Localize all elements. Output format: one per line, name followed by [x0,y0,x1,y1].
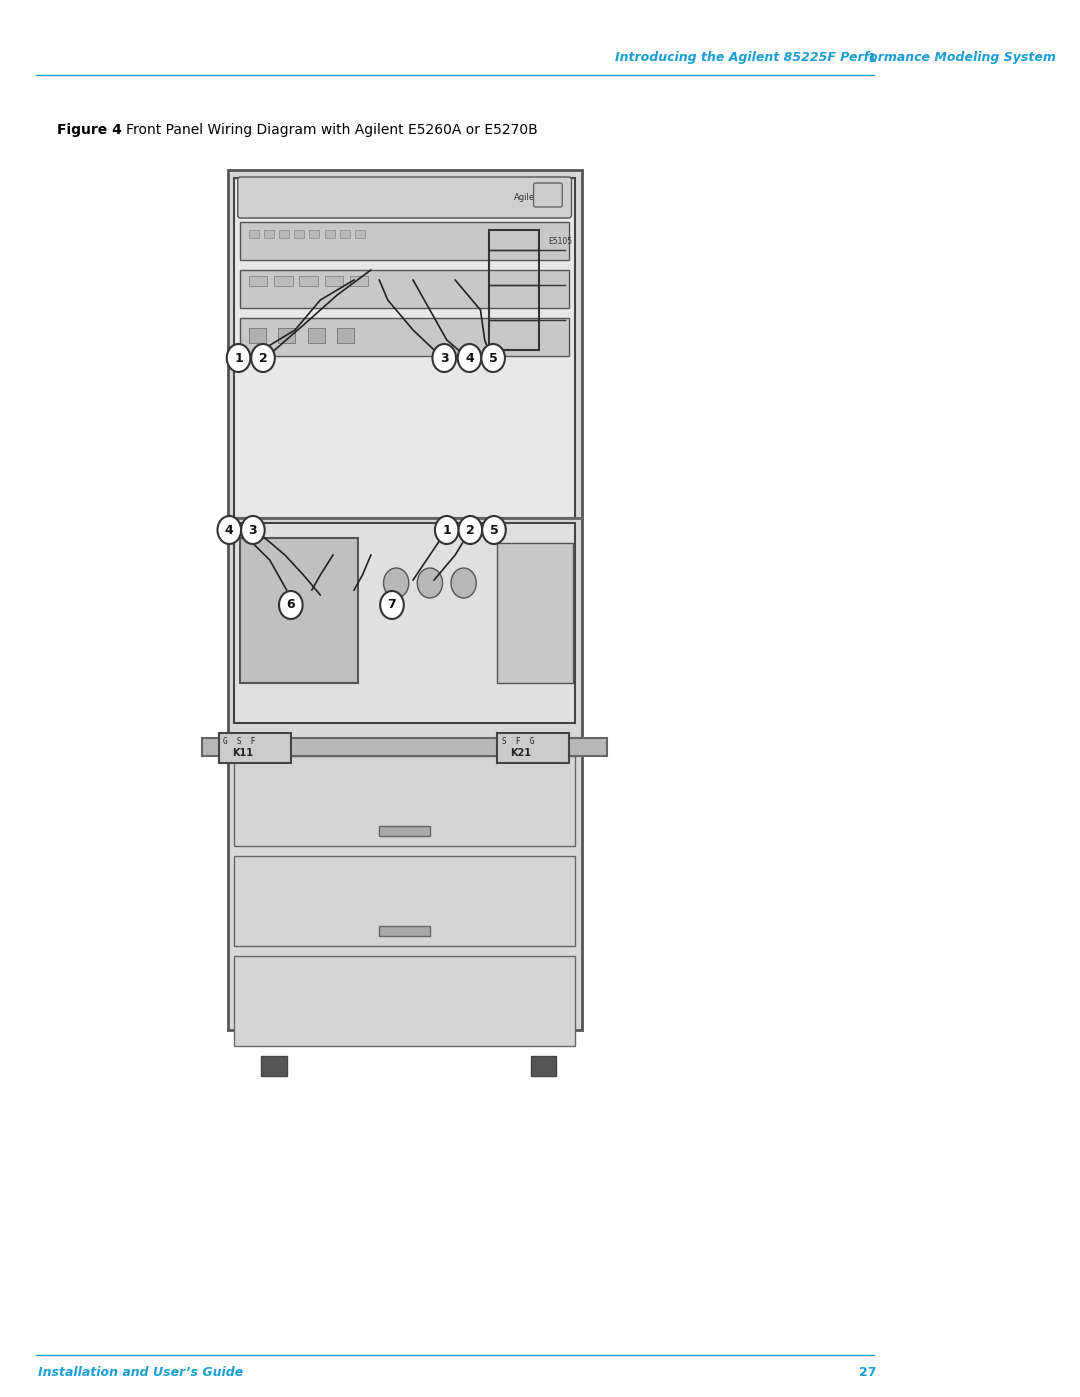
Text: 3: 3 [440,352,448,365]
Bar [299,277,318,286]
Bar [234,956,575,1046]
Text: Agilent: Agilent [514,194,544,203]
Text: 5: 5 [489,524,498,536]
Text: 1: 1 [868,52,877,64]
Text: G  S  F: G S F [224,736,256,746]
FancyBboxPatch shape [238,177,571,218]
FancyBboxPatch shape [497,733,569,763]
Text: 4: 4 [225,524,233,536]
Circle shape [227,344,251,372]
Bar [379,926,430,936]
Circle shape [458,344,482,372]
Text: Front Panel Wiring Diagram with Agilent E5260A or E5270B: Front Panel Wiring Diagram with Agilent … [126,123,538,137]
Bar [261,1056,286,1076]
Bar [279,231,289,237]
Circle shape [432,344,456,372]
Text: 2: 2 [258,352,268,365]
Bar [248,328,266,344]
Circle shape [451,569,476,598]
Circle shape [279,591,302,619]
Circle shape [482,515,505,543]
FancyBboxPatch shape [219,733,291,763]
Text: Figure 4: Figure 4 [57,123,122,137]
Bar [234,177,575,518]
Text: 3: 3 [248,524,257,536]
Bar [234,856,575,946]
Bar [340,231,350,237]
Bar [248,231,259,237]
Text: 2: 2 [465,524,475,536]
Bar [531,1056,556,1076]
Bar [294,231,305,237]
Bar [202,738,607,756]
Text: 1: 1 [234,352,243,365]
Text: K11: K11 [232,747,253,759]
Circle shape [217,515,241,543]
Bar [274,277,293,286]
Bar [497,543,573,683]
Text: 4: 4 [465,352,474,365]
Bar [240,319,569,356]
Bar [309,231,320,237]
Bar [308,328,324,344]
Bar [355,231,365,237]
Text: 27: 27 [860,1365,877,1379]
Text: K21: K21 [510,747,531,759]
Circle shape [482,344,505,372]
Circle shape [252,344,274,372]
Text: E5105: E5105 [548,236,572,246]
Circle shape [383,569,409,598]
Bar [240,222,569,260]
FancyBboxPatch shape [534,183,563,207]
Bar [264,231,274,237]
Bar [324,277,343,286]
Circle shape [241,515,265,543]
Text: 1: 1 [443,524,451,536]
Bar [234,522,575,724]
Bar [279,328,295,344]
Bar [337,328,354,344]
Text: Introducing the Agilent 85225F Performance Modeling System: Introducing the Agilent 85225F Performan… [616,52,1056,64]
Text: S  F  G: S F G [501,736,534,746]
Bar [350,277,368,286]
Text: 7: 7 [388,598,396,612]
Circle shape [380,591,404,619]
Text: Installation and User’s Guide: Installation and User’s Guide [38,1365,243,1379]
Circle shape [459,515,482,543]
Text: 5: 5 [489,352,498,365]
Bar [234,756,575,847]
Bar [324,231,335,237]
Circle shape [417,569,443,598]
Bar [240,270,569,307]
Bar [248,277,267,286]
Bar [379,826,430,835]
Circle shape [435,515,459,543]
Bar [489,231,540,351]
Bar [240,538,359,683]
FancyBboxPatch shape [228,170,582,1030]
Text: 6: 6 [286,598,295,612]
